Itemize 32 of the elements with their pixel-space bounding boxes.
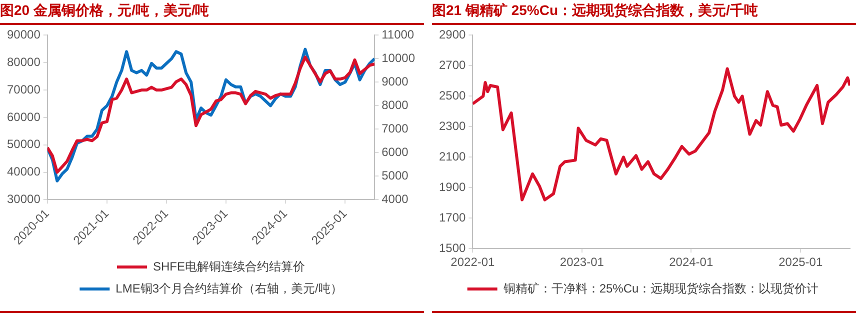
y-tick-label: 1500 bbox=[438, 240, 466, 255]
y-tick-label: 2300 bbox=[438, 118, 466, 133]
y-tick-label: 2500 bbox=[438, 88, 466, 102]
y2-tick-label: 6000 bbox=[382, 144, 409, 159]
x-tick-label: 2022-01 bbox=[450, 255, 496, 270]
y2-tick-label: 7000 bbox=[382, 122, 409, 136]
y-tick-label: 2900 bbox=[438, 28, 466, 42]
legend-label: LME铜3个月合约结算价（右轴，美元/吨） bbox=[116, 281, 342, 296]
y-tick-label: 1900 bbox=[438, 180, 466, 194]
legend-label: SHFE电解铜连续合约结算价 bbox=[153, 259, 306, 274]
x-tick-label: 2024-01 bbox=[669, 255, 714, 270]
chart-title: 图20 金属铜价格，元/吨，美元/吨 bbox=[0, 0, 424, 25]
y-tick-label: 90000 bbox=[6, 28, 41, 42]
chart-title: 图21 铜精矿 25%Cu：远期现货综合指数，美元/千吨 bbox=[432, 0, 856, 25]
y-tick-label: 60000 bbox=[6, 110, 41, 124]
y2-tick-label: 11000 bbox=[382, 28, 414, 42]
legend-label: 铜精矿：干净料：25%Cu：远期现货综合指数：以现货价计 bbox=[502, 281, 819, 296]
y-tick-label: 30000 bbox=[6, 192, 41, 206]
y2-tick-label: 10000 bbox=[382, 51, 416, 66]
y-tick-label: 1700 bbox=[438, 210, 466, 224]
y2-tick-label: 5000 bbox=[382, 168, 409, 182]
y-tick-label: 2100 bbox=[438, 149, 466, 164]
x-tick-label: 2025-01 bbox=[778, 255, 823, 270]
y2-tick-label: 4000 bbox=[382, 192, 409, 206]
y-tick-label: 40000 bbox=[6, 164, 41, 179]
x-tick-label: 2023-01 bbox=[560, 255, 604, 270]
y-tick-label: 70000 bbox=[6, 82, 41, 96]
y2-tick-label: 9000 bbox=[382, 74, 409, 89]
y-tick-label: 2700 bbox=[438, 58, 466, 72]
y-tick-label: 80000 bbox=[6, 54, 41, 69]
y2-tick-label: 8000 bbox=[382, 98, 409, 112]
y-tick-label: 50000 bbox=[6, 137, 41, 152]
